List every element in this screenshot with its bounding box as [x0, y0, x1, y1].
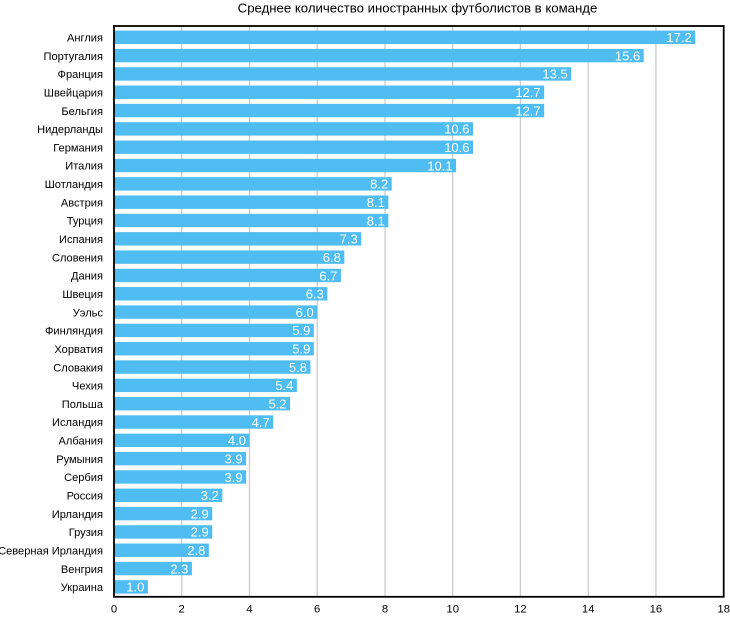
svg-text:2.3: 2.3 — [170, 561, 188, 576]
svg-text:Венгрия: Венгрия — [61, 564, 103, 576]
svg-text:8.2: 8.2 — [370, 177, 388, 192]
svg-text:5.4: 5.4 — [275, 378, 293, 393]
svg-text:Германия: Германия — [53, 142, 103, 154]
svg-text:16: 16 — [650, 604, 663, 614]
svg-text:Шотландия: Шотландия — [45, 179, 103, 191]
svg-text:Украина: Украина — [61, 582, 104, 594]
svg-text:Франция: Франция — [58, 69, 103, 81]
svg-text:Словакия: Словакия — [53, 362, 103, 374]
svg-text:15.6: 15.6 — [615, 48, 640, 63]
svg-text:Дания: Дания — [71, 271, 103, 283]
svg-text:0: 0 — [111, 604, 117, 614]
svg-text:Уэльс: Уэльс — [73, 307, 104, 319]
svg-text:18: 18 — [717, 604, 730, 614]
svg-text:Польша: Польша — [62, 399, 104, 411]
svg-text:2.9: 2.9 — [191, 506, 209, 521]
svg-text:2.9: 2.9 — [191, 525, 209, 540]
svg-text:Среднее количество иностранных: Среднее количество иностранных футболист… — [238, 1, 598, 16]
svg-text:17.2: 17.2 — [666, 30, 691, 45]
svg-text:1.0: 1.0 — [126, 580, 144, 595]
svg-text:6: 6 — [314, 604, 320, 614]
svg-text:2.8: 2.8 — [187, 543, 205, 558]
svg-text:6.7: 6.7 — [319, 268, 337, 283]
svg-text:6.0: 6.0 — [296, 305, 314, 320]
svg-text:Хорватия: Хорватия — [54, 344, 103, 356]
svg-text:Россия: Россия — [67, 491, 103, 503]
svg-text:6.3: 6.3 — [306, 287, 324, 302]
svg-text:5.9: 5.9 — [292, 323, 310, 338]
svg-text:10.1: 10.1 — [427, 158, 452, 173]
svg-text:Чехия: Чехия — [72, 381, 103, 393]
svg-text:3.9: 3.9 — [225, 470, 243, 485]
svg-text:5.9: 5.9 — [292, 342, 310, 357]
svg-text:4.0: 4.0 — [228, 433, 246, 448]
svg-text:12.7: 12.7 — [515, 103, 540, 118]
svg-text:13.5: 13.5 — [542, 67, 567, 82]
svg-text:Португалия: Португалия — [44, 51, 103, 63]
svg-text:Исландия: Исландия — [52, 417, 103, 429]
svg-text:Испания: Испания — [59, 234, 103, 246]
svg-text:10.6: 10.6 — [444, 122, 469, 137]
svg-text:3.9: 3.9 — [225, 451, 243, 466]
svg-text:Италия: Италия — [65, 161, 103, 173]
svg-text:6.8: 6.8 — [323, 250, 341, 265]
svg-text:Англия: Англия — [67, 33, 103, 45]
svg-text:Ирландия: Ирландия — [52, 509, 103, 521]
svg-text:Бельгия: Бельгия — [61, 106, 103, 118]
svg-text:Турция: Турция — [67, 216, 103, 228]
svg-text:8: 8 — [382, 604, 388, 614]
svg-text:8.1: 8.1 — [367, 213, 385, 228]
svg-text:14: 14 — [582, 604, 595, 614]
svg-text:Грузия: Грузия — [69, 527, 103, 539]
svg-text:5.2: 5.2 — [269, 397, 287, 412]
svg-text:Швеция: Швеция — [62, 289, 103, 301]
svg-text:Албания: Албания — [59, 436, 103, 448]
svg-text:10: 10 — [446, 604, 459, 614]
svg-text:Финляндия: Финляндия — [45, 326, 103, 338]
svg-text:Нидерланды: Нидерланды — [37, 124, 103, 136]
svg-text:5.8: 5.8 — [289, 360, 307, 375]
svg-text:12.7: 12.7 — [515, 85, 540, 100]
svg-text:7.3: 7.3 — [340, 232, 358, 247]
svg-text:Румыния: Румыния — [56, 454, 103, 466]
svg-text:Северная Ирландия: Северная Ирландия — [0, 545, 103, 557]
svg-text:10.6: 10.6 — [444, 140, 469, 155]
svg-text:3.2: 3.2 — [201, 488, 219, 503]
svg-text:2: 2 — [179, 604, 185, 614]
svg-text:Словения: Словения — [52, 252, 103, 264]
svg-text:12: 12 — [514, 604, 527, 614]
svg-text:Австрия: Австрия — [61, 197, 103, 209]
svg-text:4.7: 4.7 — [252, 415, 270, 430]
svg-text:8.1: 8.1 — [367, 195, 385, 210]
svg-text:4: 4 — [246, 604, 252, 614]
svg-text:Сербия: Сербия — [64, 472, 103, 484]
svg-text:Швейцария: Швейцария — [44, 87, 103, 99]
